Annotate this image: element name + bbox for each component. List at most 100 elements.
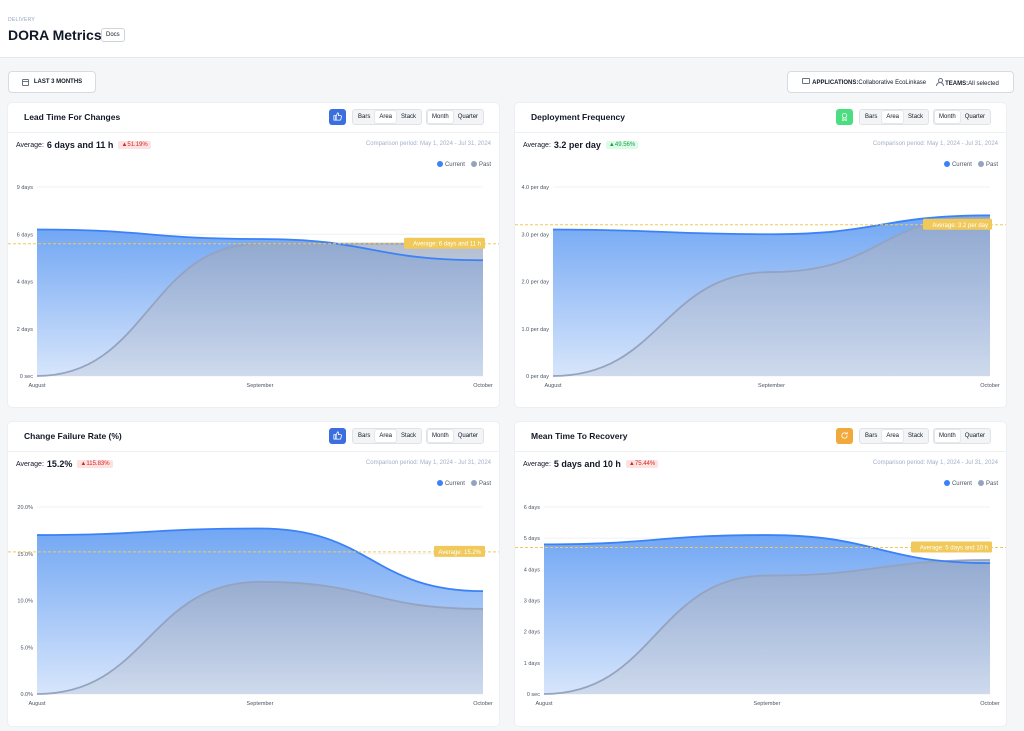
- month-toggle[interactable]: Month: [428, 111, 453, 123]
- legend-current-swatch: [943, 480, 950, 486]
- past-area: [37, 243, 483, 376]
- quarter-toggle[interactable]: Quarter: [457, 114, 479, 120]
- chart-type-toggle: Bars Area Stack: [352, 428, 423, 444]
- past-area: [37, 581, 483, 694]
- granularity-toggle: Month Quarter: [426, 109, 485, 125]
- past-line: [36, 580, 484, 695]
- refresh-status-button[interactable]: [836, 428, 853, 444]
- average-summary: Average: 6 days and 11 h ▲51.19%: [16, 140, 151, 150]
- legend-past[interactable]: Past: [977, 161, 998, 168]
- x-tick-label: October: [473, 701, 493, 707]
- legend-current[interactable]: Current: [436, 480, 465, 487]
- month-toggle[interactable]: Month: [935, 430, 960, 442]
- average-tag-label: Average: 6 days and 11 h: [413, 242, 481, 248]
- average-value: 5 days and 10 h: [553, 459, 621, 469]
- metric-card: Deployment Frequency Bars Area Stack Month Qu…: [515, 103, 1006, 407]
- bars-toggle[interactable]: Bars: [865, 433, 878, 439]
- y-tick-label: 2 days: [524, 630, 540, 636]
- average-tag: [434, 545, 485, 557]
- area-chart: 0 sec 2 days 4 days 6 days 9 days August Septe…: [8, 185, 499, 389]
- legend-past-label: Past: [985, 481, 998, 487]
- area-toggle[interactable]: Area: [882, 111, 904, 123]
- card-title: Deployment Frequency: [531, 112, 625, 122]
- average-value: 6 days and 11 h: [46, 140, 114, 150]
- legend-current[interactable]: Current: [943, 480, 972, 487]
- medal-icon: [840, 112, 849, 123]
- y-tick-label: 3.0 per day: [521, 232, 549, 238]
- legend-current-label: Current: [951, 162, 972, 168]
- average-tag: [923, 218, 992, 230]
- stack-toggle[interactable]: Stack: [908, 433, 924, 439]
- y-tick-label: 1.0 per day: [521, 327, 549, 333]
- past-line: [552, 214, 991, 377]
- metric-card: Change Failure Rate (%) Bars Area Stack Mont…: [8, 422, 499, 726]
- applications-value: Collaborative EcoLinkase: [858, 80, 927, 86]
- docs-button[interactable]: Docs: [101, 28, 125, 42]
- x-tick-label: August: [28, 701, 46, 707]
- stack-toggle[interactable]: Stack: [908, 114, 924, 120]
- y-tick-label: 2.0 per day: [521, 280, 549, 286]
- average-tag-label: Average: 5 days and 10 h: [920, 546, 988, 552]
- change-badge: ▲51.19%: [118, 141, 151, 149]
- quarter-toggle[interactable]: Quarter: [964, 114, 986, 120]
- average-label: Average:: [16, 460, 44, 468]
- quarter-toggle[interactable]: Quarter: [457, 433, 479, 439]
- stack-toggle[interactable]: Stack: [401, 433, 417, 439]
- area-chart: 0.0% 5.0% 10.0% 15.0% 20.0% August September Oc…: [8, 505, 499, 707]
- legend-past-swatch: [470, 161, 477, 167]
- y-tick-label: 4 days: [17, 280, 33, 286]
- past-area: [544, 559, 990, 694]
- teams-value: All selected: [968, 80, 999, 87]
- legend-past[interactable]: Past: [470, 480, 491, 487]
- thumbs-up-status-button[interactable]: [329, 428, 346, 444]
- area-toggle[interactable]: Area: [375, 111, 397, 123]
- date-range-filter[interactable]: LAST 3 MONTHS: [8, 71, 96, 93]
- y-tick-label: 9 days: [17, 185, 33, 191]
- month-toggle[interactable]: Month: [935, 111, 960, 123]
- comparison-period: Comparison period: May 1, 2024 - Jul 31,…: [365, 141, 491, 147]
- average-summary: Average: 15.2% ▲115.83%: [16, 459, 113, 469]
- applications-key: APPLICATIONS:: [812, 80, 859, 86]
- average-summary: Average: 3.2 per day ▲49.56%: [523, 140, 639, 150]
- month-toggle[interactable]: Month: [428, 430, 453, 442]
- area-toggle[interactable]: Area: [375, 430, 397, 442]
- legend-past-label: Past: [478, 162, 491, 168]
- current-line: [36, 527, 484, 593]
- bars-toggle[interactable]: Bars: [358, 433, 371, 439]
- granularity-toggle: Month Quarter: [933, 109, 992, 125]
- legend-past-label: Past: [478, 481, 491, 487]
- chart-type-toggle: Bars Area Stack: [859, 428, 930, 444]
- quarter-toggle[interactable]: Quarter: [964, 433, 986, 439]
- y-tick-label: 15.0%: [17, 552, 33, 558]
- team-icon: [936, 77, 945, 86]
- chart-legend: Current Past: [436, 480, 491, 487]
- medal-status-button[interactable]: [836, 109, 853, 125]
- area-toggle[interactable]: Area: [882, 430, 904, 442]
- change-badge: ▲115.83%: [77, 460, 113, 468]
- stack-toggle[interactable]: Stack: [401, 114, 417, 120]
- x-tick-label: October: [980, 701, 1000, 707]
- granularity-toggle: Month Quarter: [933, 428, 992, 444]
- thumbs-up-status-button[interactable]: [329, 109, 346, 125]
- breadcrumb[interactable]: DELIVERY: [8, 17, 36, 23]
- average-value: 3.2 per day: [553, 140, 601, 150]
- y-tick-label: 4.0 per day: [521, 185, 549, 191]
- bars-toggle[interactable]: Bars: [358, 114, 371, 120]
- applications-filter[interactable]: APPLICATIONS:Collaborative EcoLinkase: [802, 78, 926, 86]
- teams-filter[interactable]: TEAMS:All selected: [936, 77, 999, 87]
- scope-filter[interactable]: APPLICATIONS:Collaborative EcoLinkase TE…: [787, 71, 1014, 93]
- bars-toggle[interactable]: Bars: [865, 114, 878, 120]
- average-tag-label: Average: 3.2 per day: [932, 223, 988, 229]
- card-header: Deployment Frequency Bars Area Stack Month Qu…: [515, 103, 1006, 133]
- card-header: Change Failure Rate (%) Bars Area Stack Mont…: [8, 422, 499, 452]
- legend-current[interactable]: Current: [943, 161, 972, 168]
- comparison-period: Comparison period: May 1, 2024 - Jul 31,…: [872, 460, 998, 466]
- legend-current-label: Current: [444, 481, 465, 487]
- date-range-label: LAST 3 MONTHS: [33, 79, 83, 85]
- y-tick-label: 1 days: [524, 661, 540, 667]
- y-tick-label: 0.0%: [20, 692, 33, 698]
- legend-past[interactable]: Past: [470, 161, 491, 168]
- legend-past[interactable]: Past: [977, 480, 998, 487]
- past-line: [36, 242, 483, 377]
- legend-current[interactable]: Current: [436, 161, 465, 168]
